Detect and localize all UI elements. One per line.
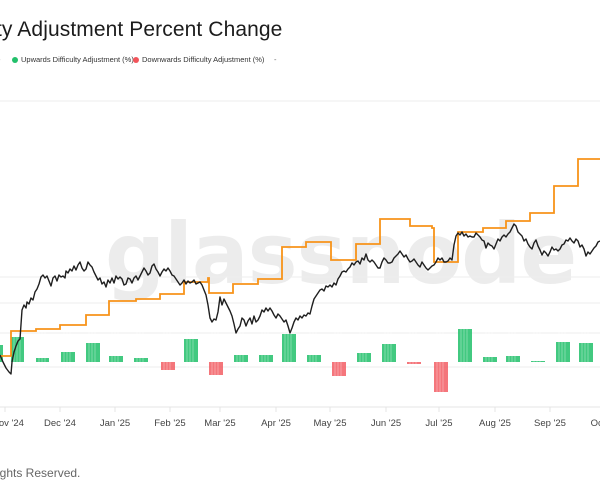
chart-title: ty Adjustment Percent Change [0, 18, 283, 41]
x-tick-label: May '25 [313, 418, 347, 429]
legend-item-upwards[interactable]: Upwards Difficulty Adjustment (%) [12, 55, 134, 64]
legend-dot-green-icon [12, 56, 18, 63]
difficulty-step-line [0, 158, 600, 357]
x-tick-label: Aug '25 [479, 418, 511, 429]
x-tick-label: Dec '24 [44, 418, 76, 429]
x-tick-label: Jan '25 [99, 418, 131, 429]
x-tick-label: Apr '25 [261, 418, 291, 429]
gridlines [0, 100, 600, 408]
legend-dot-red-icon [133, 56, 139, 63]
legend-label-downwards: Downwards Difficulty Adjustment (%) [142, 55, 265, 64]
legend-item-downwards[interactable]: Downwards Difficulty Adjustment (%) [133, 55, 264, 64]
x-tick-label: Feb '25 [154, 418, 186, 429]
x-tick-label: Oct [590, 418, 600, 429]
legend-label-upwards: Upwards Difficulty Adjustment (%) [21, 55, 134, 64]
x-tick-label: Sep '25 [534, 418, 566, 429]
x-tick-label: Jun '25 [370, 418, 402, 429]
legend-item-dash-left[interactable]: - [0, 55, 1, 64]
chart-plot-area[interactable] [0, 0, 600, 430]
x-tick-label: Mar '25 [204, 418, 236, 429]
x-ticks [4, 407, 551, 412]
x-tick-label: Nov '24 [0, 418, 24, 429]
difficulty-adjustment-bars [0, 320, 593, 400]
price-line [0, 223, 600, 375]
x-tick-label: Jul '25 [425, 418, 453, 429]
legend-item-dash-right[interactable]: - [274, 55, 277, 64]
copyright-footer: ights Reserved. [0, 466, 81, 480]
